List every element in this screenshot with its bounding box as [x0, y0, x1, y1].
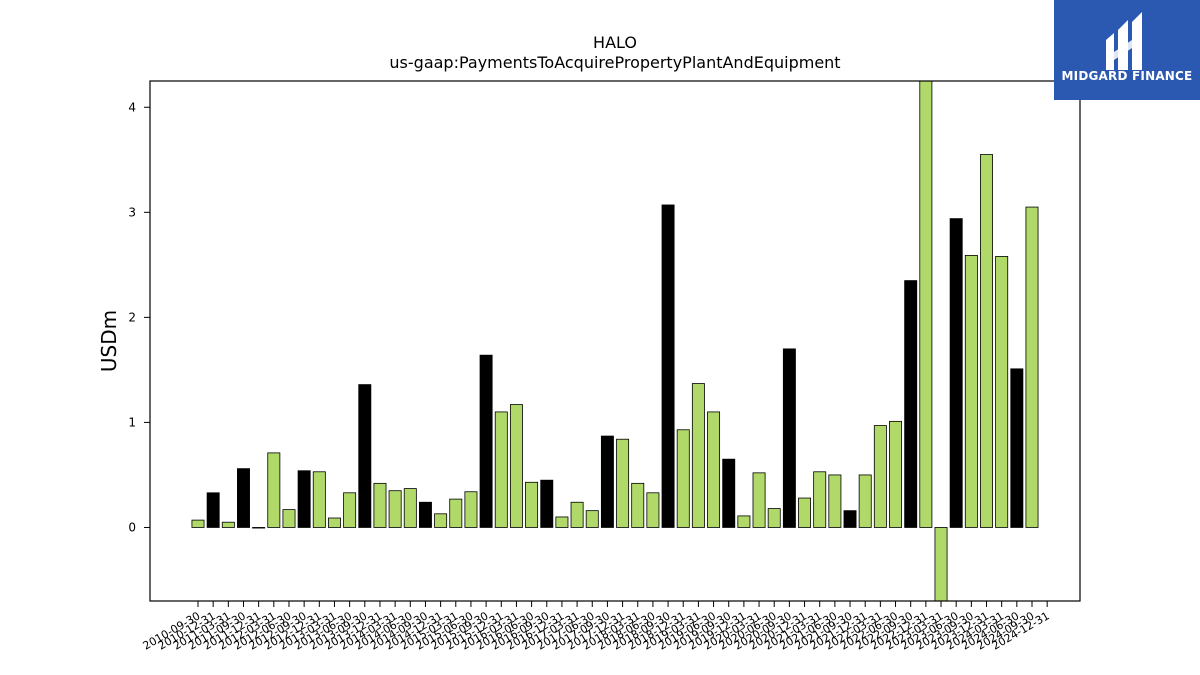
bar-2015-12-31 — [494, 411, 508, 528]
bar-2013-12-31 — [373, 482, 387, 528]
bar-2020-09-30 — [782, 348, 796, 528]
bar-2012-12-31 — [312, 471, 326, 528]
bar-2024-06-30 — [1010, 368, 1024, 528]
y-tick-label-0: 0 — [128, 520, 136, 534]
bar-2010-09-30 — [191, 519, 205, 528]
y-tick-label-2: 2 — [128, 310, 136, 324]
y-tick-label-3: 3 — [128, 205, 136, 219]
bar-2019-03-31 — [691, 383, 705, 528]
plot-frame — [149, 80, 1081, 602]
bar-2021-06-30 — [828, 474, 842, 528]
chart-title: HALO — [593, 33, 637, 52]
bar-2022-09-30 — [904, 280, 918, 528]
bar-2024-09-30 — [1025, 206, 1039, 528]
midgard-finance-logo: MIDGARD FINANCE — [1054, 0, 1200, 100]
bar-2021-09-30 — [843, 510, 857, 528]
bar-2011-12-31 — [252, 527, 266, 529]
y-tick-label-4: 4 — [128, 100, 136, 114]
logo-mark-icon — [1106, 12, 1142, 70]
bars-group — [191, 80, 1039, 602]
bar-2011-03-31 — [221, 521, 235, 528]
bar-2012-06-30 — [282, 509, 296, 528]
bar-2016-03-31 — [509, 404, 523, 528]
bar-2017-03-31 — [570, 501, 584, 528]
bar-2022-06-30 — [889, 420, 902, 528]
bar-2016-09-30 — [540, 479, 554, 528]
bar-2018-09-30 — [661, 204, 675, 528]
bar-2020-06-30 — [767, 508, 781, 528]
bar-2015-09-30 — [479, 354, 493, 528]
y-axis: 0 1 2 3 4 — [128, 100, 150, 534]
bar-2017-12-31 — [616, 438, 630, 528]
bar-2021-03-31 — [813, 471, 827, 528]
bar-2019-06-30 — [707, 411, 721, 528]
bar-2019-12-31 — [737, 515, 751, 528]
bar-2011-09-30 — [237, 468, 250, 528]
bar-2015-03-31 — [449, 498, 463, 528]
bar-2018-12-31 — [676, 429, 690, 528]
bar-2023-03-31 — [934, 527, 948, 602]
bar-2018-03-31 — [631, 482, 645, 528]
bar-2018-06-30 — [646, 492, 660, 528]
bar-2017-09-30 — [600, 435, 614, 528]
chart-subtitle: us-gaap:PaymentsToAcquirePropertyPlantAn… — [389, 53, 840, 72]
bar-2022-03-31 — [873, 425, 887, 528]
bar-2015-06-30 — [464, 491, 478, 528]
bar-2010-12-31 — [206, 492, 220, 528]
bar-2013-09-30 — [358, 384, 372, 528]
logo-text: MIDGARD FINANCE — [1061, 69, 1193, 83]
bar-2014-03-31 — [388, 490, 402, 528]
bar-2020-03-31 — [752, 472, 766, 528]
bar-2012-03-31 — [267, 452, 281, 528]
bar-2014-12-31 — [434, 513, 448, 528]
bar-2016-06-30 — [525, 481, 539, 528]
bar-2019-09-30 — [722, 458, 736, 528]
bar-2014-06-30 — [403, 488, 417, 528]
bar-2017-06-30 — [585, 510, 599, 528]
bar-2020-12-31 — [798, 497, 812, 528]
bar-2022-12-31 — [919, 80, 933, 528]
bar-2023-12-31 — [980, 154, 993, 528]
bar-2023-06-30 — [949, 218, 963, 528]
bar-2024-03-31 — [995, 256, 1009, 528]
bar-2013-06-30 — [343, 492, 357, 528]
bar-2016-12-31 — [555, 516, 569, 528]
bar-2014-09-30 — [418, 501, 432, 528]
bar-2012-09-30 — [297, 470, 311, 528]
bar-2023-09-30 — [964, 254, 978, 528]
bar-2021-12-31 — [858, 474, 872, 528]
x-axis: 2010-09-302010-12-312011-03-312011-09-30… — [141, 601, 1052, 653]
y-axis-label: USDm — [97, 310, 121, 372]
y-tick-label-1: 1 — [128, 415, 136, 429]
bar-2013-03-31 — [328, 517, 341, 528]
